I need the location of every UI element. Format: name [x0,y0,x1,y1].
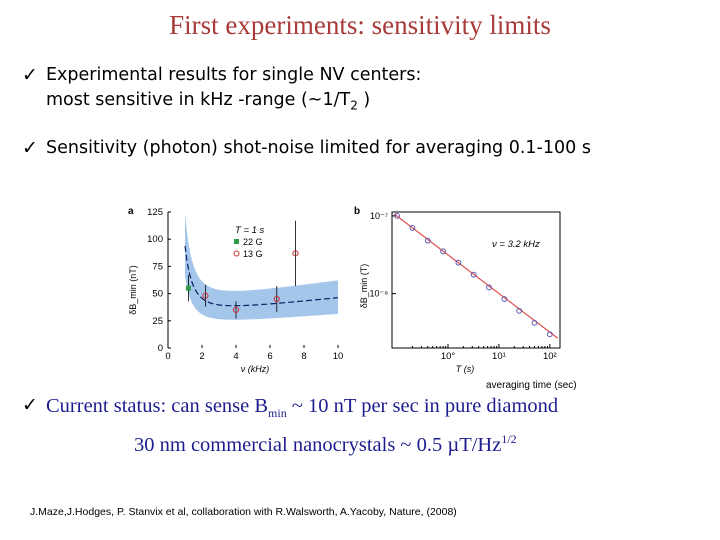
x-tick-label: 4 [233,351,238,362]
check-icon: ✓ [22,394,38,416]
status-line2: 30 nm commercial nanocrystals ~ 0.5 µT/H… [134,432,517,456]
data-point [455,259,462,266]
x-tick-label: 10 [333,351,344,362]
panel-b-xlabel: T (s) [456,364,475,374]
data-point [409,225,416,231]
x-tick-label: 6 [267,351,272,362]
y-tick-label: 100 [147,234,163,245]
reference-citation: J.Maze,J.Hodges, P. Stanvix et al, colla… [30,506,457,518]
data-point [440,248,446,255]
legend-entry: 22 G [243,237,263,247]
legend-entry: 13 G [243,249,263,259]
data-point [486,284,492,291]
panel-a-letter: a [128,206,134,217]
status-line1: Current status: can sense Bmin ~ 10 nT p… [46,395,559,421]
panel-b-ylabel: δB_min (T) [359,264,369,309]
check-icon: ✓ [22,137,38,159]
data-point [516,307,523,314]
bullet-2: ✓ Sensitivity (photon) shot-noise limite… [22,136,591,161]
y-tick-label: 125 [147,207,163,218]
panel-a-ylabel: δB_min (nT) [128,265,138,315]
y-tick-label: 10⁻⁷ [370,211,388,221]
y-tick-label: 25 [152,316,163,327]
data-point [546,331,553,338]
data-point-13G [232,306,240,314]
averaging-time-label: averaging time (sec) [486,380,577,391]
panel-b-frame [391,211,561,349]
data-point [424,237,431,244]
panel-b-letter: b [354,206,360,217]
data-point [394,212,400,219]
y-tick-label: 10⁻⁸ [369,289,388,299]
legend-marker [234,239,239,244]
y-tick-label: 50 [152,289,163,300]
panel-a-xlabel: ν (kHz) [241,364,270,374]
bullet-1: ✓ Experimental results for single NV cen… [22,63,421,119]
slide-title: First experiments: sensitivity limits [169,10,551,40]
fit-curve [184,245,339,307]
status-bullet: ✓ Current status: can sense Bmin ~ 10 nT… [22,393,558,458]
panel-b: b 10° 10¹ 10² 10⁻⁷ 10⁻⁸ ν = 3.2 kHz δB_min (… [354,206,561,374]
y-tick-label: 75 [152,261,163,272]
bullet-1-line1: Experimental results for single NV cente… [46,65,422,85]
data-point [531,319,538,326]
x-tick-label: 10² [543,351,557,362]
data-point-13G [202,292,209,299]
x-tick-label: 8 [301,351,306,362]
y-tick-label: 0 [158,343,163,354]
data-point-13G [273,295,280,303]
data-point-22G [185,285,191,291]
bullet-1-line2: most sensitive in kHz -range (~1/T2 ) [46,90,371,113]
x-tick-label: 10¹ [492,351,506,362]
x-tick-label: 10° [441,351,456,362]
check-icon: ✓ [22,64,38,86]
x-tick-label: 2 [199,351,204,362]
data-point [501,296,508,302]
data-point [470,271,477,278]
data-point-13G [292,250,299,257]
panel-b-annotation: ν = 3.2 kHz [492,239,540,250]
x-tick-label: 0 [165,351,170,362]
legend-title: T = 1 s [235,225,265,236]
legend-marker [233,250,240,257]
bullet-2-text: Sensitivity (photon) shot-noise limited … [46,138,591,158]
confidence-band [185,213,338,320]
